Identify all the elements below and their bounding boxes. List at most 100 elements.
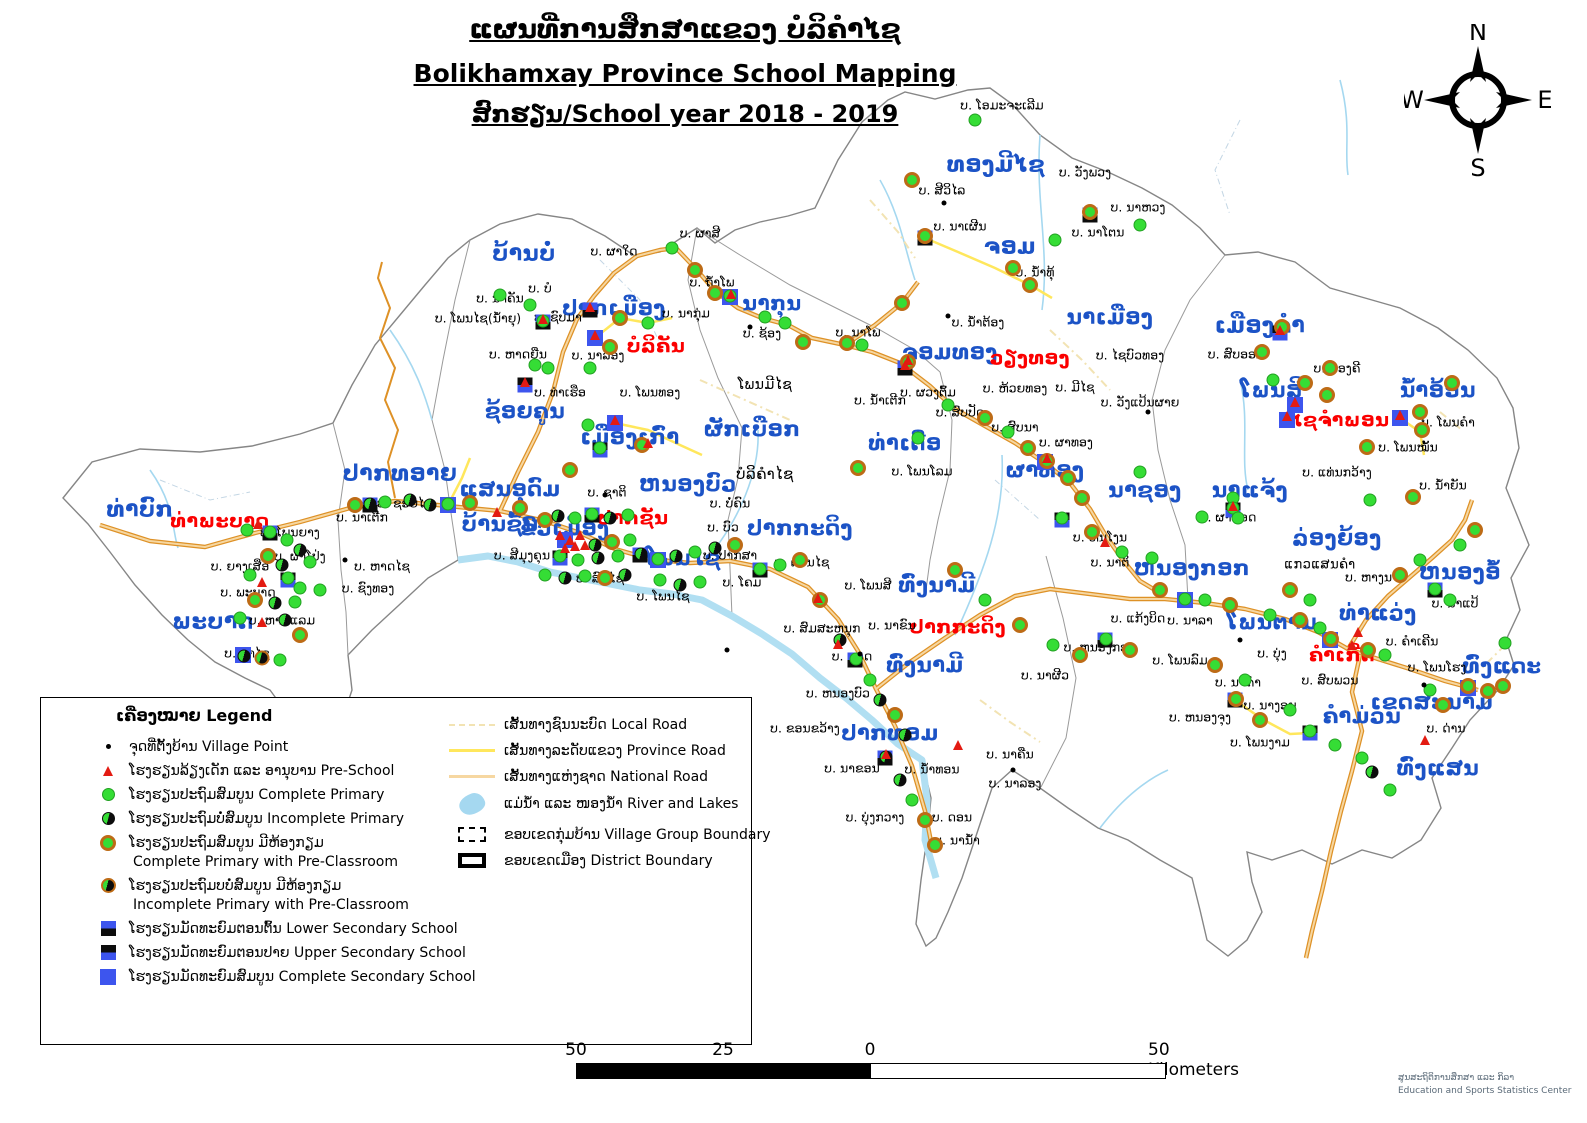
village-label: ບ. ນາລອງ [988, 775, 1042, 791]
village-label: ບ. ວັງພວງ [1058, 164, 1112, 180]
district-label: ທົ່ງນາມີ [898, 573, 976, 597]
district-label: ທ່າແວ່ງ [1339, 601, 1417, 625]
scale-label-0: 0 [864, 1040, 876, 1060]
marker-cpp [1467, 522, 1483, 538]
legend-icon-ls [100, 921, 116, 936]
village-label: ບ. ຊາຕິ [587, 484, 627, 500]
marker-ps [1282, 411, 1292, 421]
marker-ps [1100, 537, 1110, 547]
marker-cpp [1460, 678, 1476, 694]
marker-cp [773, 558, 787, 572]
marker-cp [1303, 593, 1317, 607]
marker-cp [1428, 582, 1442, 596]
marker-cp [273, 653, 287, 667]
village-label: ບ. ຜາສີ [679, 225, 721, 241]
marker-cpp [1252, 712, 1268, 728]
marker-cp [611, 549, 625, 563]
district-label: ຈອມທອງ [902, 340, 998, 364]
marker-cp [758, 310, 772, 324]
marker-ip [293, 543, 307, 557]
marker-cpp [904, 172, 920, 188]
marker-cp [571, 553, 585, 567]
marker-cpp [1414, 422, 1430, 438]
legend-icon-ipp [100, 878, 116, 893]
marker-cp [1328, 738, 1342, 752]
village-label: ບ. ຊົງທອງ [341, 580, 395, 596]
compass-w-label: W [1404, 86, 1424, 114]
marker-ps [492, 507, 502, 517]
marker-cp [1178, 592, 1192, 606]
marker-ip [363, 497, 377, 511]
marker-cpp [1480, 683, 1496, 699]
marker-cp [593, 441, 607, 455]
marker-vp [342, 557, 348, 563]
legend-icon-ip [101, 812, 115, 825]
village-label: ບ. ນ້ຳທອນ [904, 761, 960, 777]
village-label: ບ. ນ້ຳເຕີກ [854, 392, 906, 408]
marker-ps [1290, 397, 1300, 407]
legend-label-line2: Incomplete Primary with Pre-Classroom [133, 897, 409, 913]
district-label: ຫນອງບົວ [639, 472, 737, 496]
marker-cp [313, 583, 327, 597]
marker-cp [1498, 636, 1512, 650]
marker-cpp [1072, 647, 1088, 663]
marker-cp [1145, 551, 1159, 565]
marker-cp [243, 568, 257, 582]
marker-cpp [1084, 524, 1100, 540]
scale-bar-black-segment [576, 1063, 872, 1079]
marker-ps [900, 360, 910, 370]
legend-item-vp: ຈຸດທີ່ຕັ້ງບ້ານ Village Point [93, 738, 453, 755]
marker-ps [560, 543, 570, 553]
marker-cp [978, 593, 992, 607]
marker-ps [1395, 410, 1405, 420]
legend-label: ແມ່ນ້ຳ ແລະ ໜອງນ້ຳ River and Lakes [504, 796, 739, 812]
marker-cpp [917, 228, 933, 244]
map-title-en: Bolikhamxay Province School Mapping [413, 59, 957, 88]
district-label: ປາກທອມ [841, 721, 939, 745]
marker-cp [281, 571, 295, 585]
scale-label-50-right: 50 Kilometers [1148, 1040, 1239, 1080]
village-label: ບ. ສົບອອນ [1207, 346, 1265, 362]
marker-cpp [1228, 691, 1244, 707]
legend-label-line2: Complete Primary with Pre-Classroom [133, 854, 398, 870]
marker-cp [1363, 493, 1377, 507]
village-label: ບ. ຂອນຂວ້າງ [770, 720, 840, 736]
marker-cpp [1322, 360, 1338, 376]
marker-cp [688, 545, 702, 559]
marker-cpp [1207, 657, 1223, 673]
marker-cp [1238, 673, 1252, 687]
marker-vp [724, 647, 730, 653]
marker-cp [1383, 783, 1397, 797]
marker-cp [293, 581, 307, 595]
marker-ip [403, 493, 417, 507]
marker-ip [603, 511, 617, 525]
legend-label: ຈຸດທີ່ຕັ້ງບ້ານ Village Point [129, 738, 289, 755]
marker-cpp [1254, 344, 1270, 360]
marker-ps [520, 377, 530, 387]
marker-vp [941, 200, 947, 206]
village-label: ບ. ນາຄືນ [986, 746, 1034, 762]
district-label: ນ້ຳອ້ອນ [1400, 378, 1476, 402]
legend-label: ເສັ້ນທາງລະດັບແຂວງ Province Road [504, 742, 726, 759]
compass-south-pointer [1470, 118, 1486, 154]
village-label: ບ. ຫາງນາ [1345, 569, 1399, 585]
legend-box: ເຄື່ອງໝາຍ Legend ຈຸດທີ່ຕັ້ງບ້ານ Village … [40, 697, 771, 1045]
legend-item-db: ຂອບເຂດເມືອງ District Boundary [446, 852, 746, 869]
compass-s-label: S [1470, 154, 1485, 179]
marker-ip [673, 578, 687, 592]
marker-ps [881, 749, 891, 759]
marker-cpp [727, 537, 743, 553]
marker-cpp [947, 562, 963, 578]
marker-cp [493, 288, 507, 302]
marker-ps [833, 639, 843, 649]
village-label: ບ. ສີວິໄລ [918, 182, 966, 198]
marker-cpp [687, 262, 703, 278]
village-label: ບ. ຜາໃດ [590, 243, 638, 259]
marker-ip [558, 571, 572, 585]
marker-cp [968, 113, 982, 127]
marker-cp [1046, 638, 1060, 652]
marker-cp [1001, 425, 1015, 439]
village-label: ບ. ນາຂອນ [824, 760, 880, 776]
marker-cp [240, 523, 254, 537]
